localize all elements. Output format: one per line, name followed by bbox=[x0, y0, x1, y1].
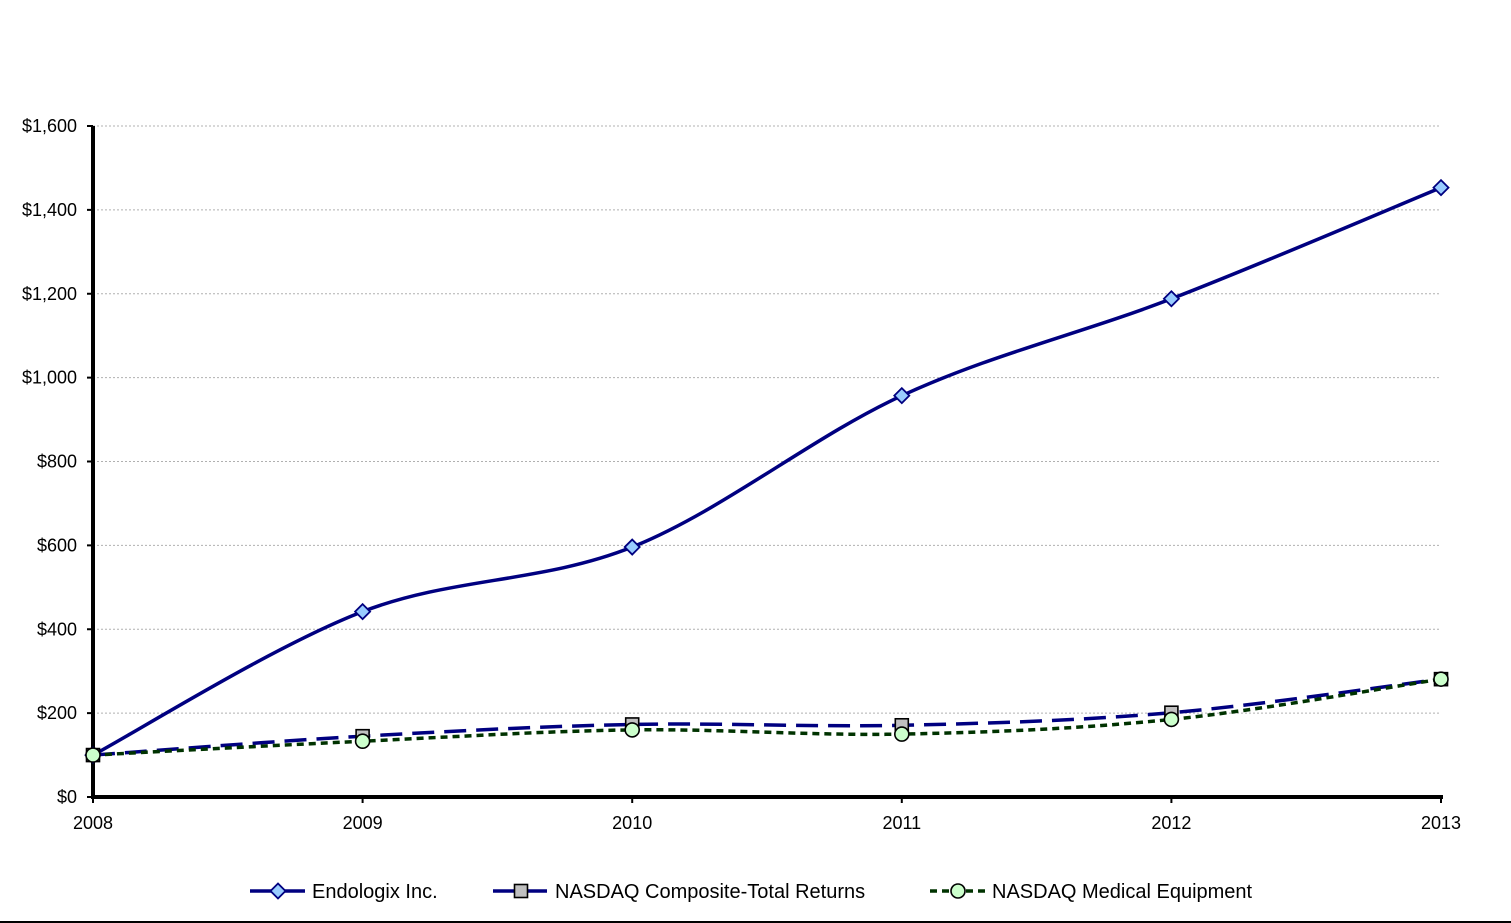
data-point-endologix-inc bbox=[623, 538, 641, 556]
data-point-endologix-inc bbox=[353, 602, 372, 621]
legend: Endologix Inc. NASDAQ Composite-Total Ret… bbox=[250, 881, 1253, 903]
data-point-nasdaq-medical-equipment bbox=[1433, 671, 1449, 687]
data-point-nasdaq-medical-equipment bbox=[893, 726, 910, 742]
data-point-endologix-inc bbox=[1162, 290, 1181, 308]
y-tick-label: $1,000 bbox=[22, 368, 77, 388]
data-point-endologix-inc bbox=[893, 386, 911, 405]
series-line-endologix-inc bbox=[92, 186, 1442, 757]
gridlines bbox=[93, 125, 1441, 714]
legend-marker-nasdaq-composite-total-returns bbox=[513, 883, 529, 899]
x-tick-label: 2008 bbox=[73, 813, 113, 833]
y-tick-label: $400 bbox=[37, 619, 77, 639]
legend-label-endologix-inc: Endologix Inc. bbox=[312, 881, 438, 903]
legend-label-nasdaq-medical-equipment: NASDAQ Medical Equipment bbox=[992, 881, 1253, 903]
series-markers bbox=[84, 178, 1450, 764]
legend-marker-nasdaq-medical-equipment bbox=[950, 883, 966, 899]
y-tick-label: $0 bbox=[57, 787, 77, 807]
legend-label-nasdaq-composite-total-returns: NASDAQ Composite-Total Returns bbox=[555, 881, 865, 903]
y-tick-label: $1,200 bbox=[22, 284, 77, 304]
x-tick-label: 2011 bbox=[882, 813, 921, 833]
axes bbox=[87, 125, 1443, 803]
y-tick-label: $1,600 bbox=[22, 116, 77, 136]
data-point-nasdaq-medical-equipment bbox=[85, 747, 101, 763]
bottom-rule bbox=[0, 921, 1511, 923]
y-tick-label: $800 bbox=[37, 452, 77, 472]
data-point-nasdaq-medical-equipment bbox=[1163, 711, 1180, 728]
tick-labels: $0 $200 $400 $600 $800 $1,000 $1,200 $1,400 $1,6… bbox=[22, 116, 1461, 833]
x-tick-label: 2010 bbox=[612, 813, 652, 833]
series-line-nasdaq-medical-equipment bbox=[92, 677, 1442, 757]
data-point-nasdaq-medical-equipment bbox=[354, 733, 371, 750]
data-point-endologix-inc bbox=[1432, 178, 1450, 197]
x-tick-label: 2012 bbox=[1151, 813, 1191, 833]
data-point-nasdaq-medical-equipment bbox=[624, 722, 641, 738]
x-tick-label: 2013 bbox=[1421, 813, 1461, 833]
series-line-nasdaq-composite-total-returns bbox=[92, 677, 1442, 757]
y-tick-label: $200 bbox=[37, 703, 77, 723]
series-lines bbox=[92, 186, 1442, 757]
legend-marker-endologix-inc bbox=[269, 882, 287, 900]
y-tick-label: $1,400 bbox=[22, 200, 77, 220]
x-tick-label: 2009 bbox=[343, 813, 383, 833]
y-tick-label: $600 bbox=[37, 535, 77, 555]
